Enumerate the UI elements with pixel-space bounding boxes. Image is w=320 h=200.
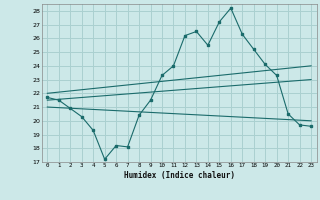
X-axis label: Humidex (Indice chaleur): Humidex (Indice chaleur) [124, 171, 235, 180]
